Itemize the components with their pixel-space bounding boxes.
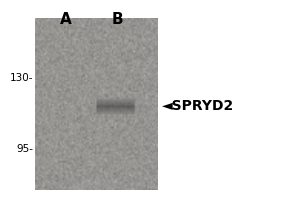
Text: B: B bbox=[112, 12, 123, 27]
Text: A: A bbox=[60, 12, 72, 27]
Text: 95-: 95- bbox=[16, 144, 33, 154]
Text: 130-: 130- bbox=[10, 73, 33, 83]
Text: ◄SPRYD2: ◄SPRYD2 bbox=[162, 99, 234, 113]
